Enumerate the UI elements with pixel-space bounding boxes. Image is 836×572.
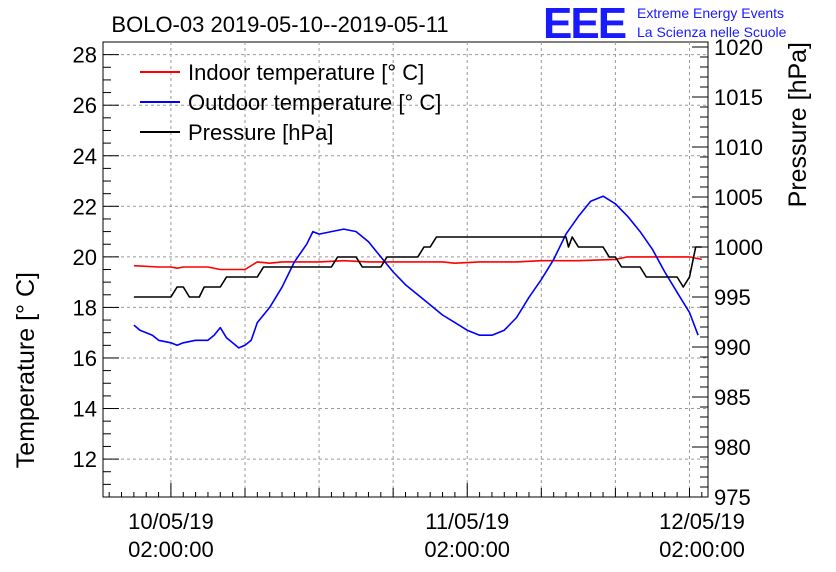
y2-tick-label: 1015 bbox=[714, 85, 763, 110]
y-tick-label: 12 bbox=[73, 447, 97, 472]
y2-axis-label: Pressure [hPa] bbox=[784, 42, 812, 207]
x-tick-label: 02:00:00 bbox=[424, 537, 510, 562]
eee-logo-mark: EEE bbox=[543, 0, 626, 48]
eee-logo: EEE Extreme Energy Events La Scienza nel… bbox=[543, 0, 787, 48]
y2-tick-label: 985 bbox=[714, 385, 751, 410]
x-tick-label: 11/05/19 bbox=[425, 509, 509, 534]
x-tick-label: 12/05/19 bbox=[659, 509, 745, 534]
y2-tick-label: 1010 bbox=[714, 135, 763, 160]
series-line bbox=[133, 256, 702, 271]
axis-ticks bbox=[103, 41, 708, 498]
tick-labels: 12 14 16 18 20 22 24 26 28 975 980 985 990 995 1000 100… bbox=[73, 35, 763, 562]
y-tick-label: 18 bbox=[73, 295, 97, 320]
y-tick-label: 24 bbox=[73, 144, 97, 169]
y2-tick-label: 1000 bbox=[714, 235, 763, 260]
y2-tick-label: 1020 bbox=[714, 35, 763, 60]
eee-logo-line1: Extreme Energy Events bbox=[637, 5, 784, 21]
y-tick-label: 28 bbox=[73, 43, 97, 68]
grid-lines bbox=[103, 42, 708, 497]
y-tick-label: 14 bbox=[73, 397, 97, 422]
chart-title: BOLO-03 2019-05-10--2019-05-11 bbox=[111, 12, 448, 37]
series-line bbox=[133, 236, 702, 298]
y2-tick-label: 1005 bbox=[714, 185, 763, 210]
x-tick-label: 02:00:00 bbox=[128, 537, 214, 562]
y-tick-label: 26 bbox=[73, 93, 97, 118]
x-tick-label: 02:00:00 bbox=[659, 537, 745, 562]
legend-entry: Outdoor temperature [° C] bbox=[188, 90, 441, 115]
legend-entry: Indoor temperature [° C] bbox=[188, 60, 424, 85]
y2-tick-label: 980 bbox=[714, 435, 751, 460]
x-tick-label: 10/05/19 bbox=[128, 509, 214, 534]
series-line bbox=[133, 195, 699, 349]
y-tick-label: 16 bbox=[73, 346, 97, 371]
y2-tick-label: 990 bbox=[714, 335, 751, 360]
y-tick-label: 20 bbox=[73, 245, 97, 270]
y-tick-label: 22 bbox=[73, 194, 97, 219]
eee-logo-line2: La Scienza nelle Scuole bbox=[637, 24, 787, 40]
legend: Indoor temperature [° C] Outdoor temperat… bbox=[140, 60, 441, 145]
y2-tick-label: 995 bbox=[714, 285, 751, 310]
y2-tick-label: 975 bbox=[714, 485, 751, 510]
series-lines bbox=[133, 195, 702, 349]
y-axis-label: Temperature [° C] bbox=[12, 272, 40, 468]
legend-entry: Pressure [hPa] bbox=[188, 120, 334, 145]
